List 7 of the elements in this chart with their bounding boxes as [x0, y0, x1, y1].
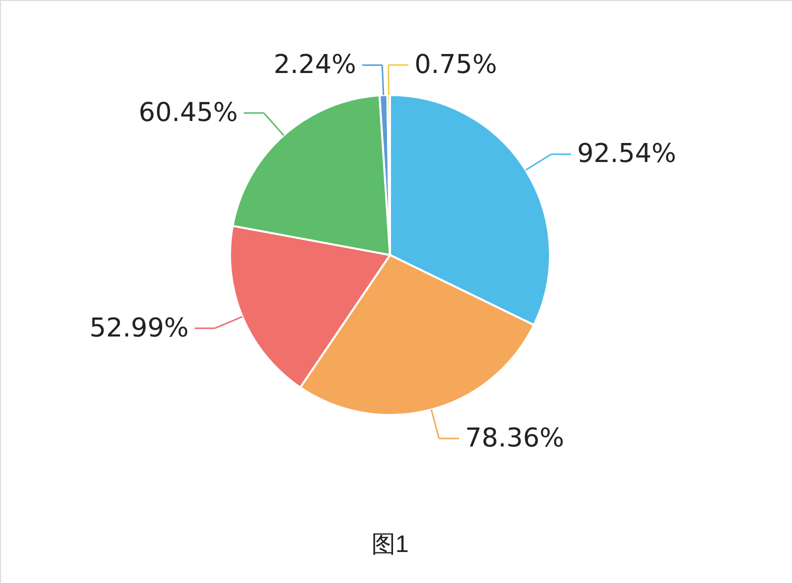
data-label: 0.75% — [414, 50, 498, 80]
caption: 图1 — [371, 531, 409, 558]
data-label: 2.24% — [274, 50, 356, 80]
data-label: 60.45% — [138, 98, 238, 128]
data-label: 92.54% — [577, 139, 676, 170]
data-label: 78.36% — [465, 424, 564, 454]
data-label: 52.99% — [90, 313, 189, 344]
